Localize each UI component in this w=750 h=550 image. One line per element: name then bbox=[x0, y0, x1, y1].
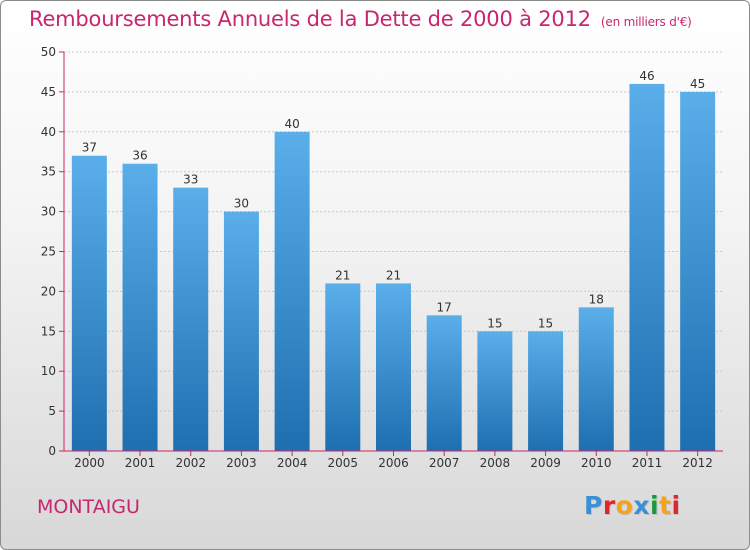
y-tick-label: 45 bbox=[41, 85, 56, 99]
bar[interactable] bbox=[426, 315, 462, 451]
chart-title: Remboursements Annuels de la Dette de 20… bbox=[29, 7, 692, 31]
bar-value-label: 15 bbox=[487, 316, 502, 330]
bar[interactable] bbox=[578, 307, 614, 451]
y-tick-label: 50 bbox=[41, 45, 56, 59]
y-tick-label: 0 bbox=[48, 444, 56, 458]
title-text: Remboursements Annuels de la Dette de 20… bbox=[29, 7, 591, 31]
bar-value-label: 46 bbox=[639, 69, 654, 83]
bar-value-label: 30 bbox=[234, 197, 249, 211]
x-tick-label: 2008 bbox=[480, 456, 511, 470]
bar-value-label: 18 bbox=[589, 292, 604, 306]
y-tick-label: 40 bbox=[41, 125, 56, 139]
bar[interactable] bbox=[223, 211, 259, 451]
logo-letter: i bbox=[650, 491, 660, 520]
bar-value-label: 21 bbox=[386, 268, 401, 282]
y-tick-label: 15 bbox=[41, 324, 56, 338]
y-tick-label: 20 bbox=[41, 284, 56, 298]
x-tick-label: 2003 bbox=[226, 456, 257, 470]
y-tick-label: 25 bbox=[41, 245, 56, 259]
bar[interactable] bbox=[376, 283, 411, 451]
logo-letter: r bbox=[602, 491, 616, 520]
x-tick-label: 2000 bbox=[74, 456, 105, 470]
x-tick-label: 2001 bbox=[125, 456, 156, 470]
x-tick-label: 2002 bbox=[175, 456, 206, 470]
x-tick-label: 2006 bbox=[378, 456, 409, 470]
bar[interactable] bbox=[629, 83, 665, 452]
bar[interactable] bbox=[122, 163, 158, 451]
bar-value-label: 45 bbox=[690, 77, 705, 91]
bar[interactable] bbox=[274, 131, 310, 452]
x-tick-label: 2009 bbox=[530, 456, 561, 470]
logo-letter: x bbox=[633, 491, 650, 520]
bar-value-label: 21 bbox=[335, 268, 350, 282]
bar-value-label: 36 bbox=[132, 149, 147, 163]
bar-value-label: 17 bbox=[437, 300, 452, 314]
logo-letter: o bbox=[615, 491, 634, 520]
logo-letter: P bbox=[584, 491, 603, 520]
x-tick-label: 2007 bbox=[429, 456, 460, 470]
logo-letter: i bbox=[671, 491, 681, 520]
bar-value-label: 37 bbox=[82, 141, 97, 155]
x-tick-label: 2011 bbox=[632, 456, 663, 470]
y-tick-label: 35 bbox=[41, 165, 56, 179]
city-name: MONTAIGU bbox=[37, 496, 140, 518]
logo-letter: t bbox=[659, 491, 672, 520]
bar-value-label: 15 bbox=[538, 316, 553, 330]
unit-label: (en milliers d'€) bbox=[600, 15, 692, 29]
bar-value-label: 33 bbox=[183, 173, 198, 187]
bar[interactable] bbox=[71, 155, 107, 452]
x-tick-label: 2012 bbox=[682, 456, 713, 470]
x-tick-label: 2004 bbox=[277, 456, 308, 470]
y-tick-label: 30 bbox=[41, 205, 56, 219]
bar[interactable] bbox=[528, 331, 564, 451]
bar[interactable] bbox=[173, 187, 209, 451]
y-tick-label: 5 bbox=[48, 404, 56, 418]
x-tick-label: 2010 bbox=[581, 456, 612, 470]
bar[interactable] bbox=[477, 331, 513, 451]
bar-value-label: 40 bbox=[284, 117, 299, 131]
y-tick-label: 10 bbox=[41, 364, 56, 378]
bar[interactable] bbox=[325, 283, 361, 451]
proxiti-logo[interactable]: Proxiti bbox=[584, 491, 681, 520]
bar[interactable] bbox=[680, 91, 716, 452]
x-tick-label: 2005 bbox=[328, 456, 359, 470]
